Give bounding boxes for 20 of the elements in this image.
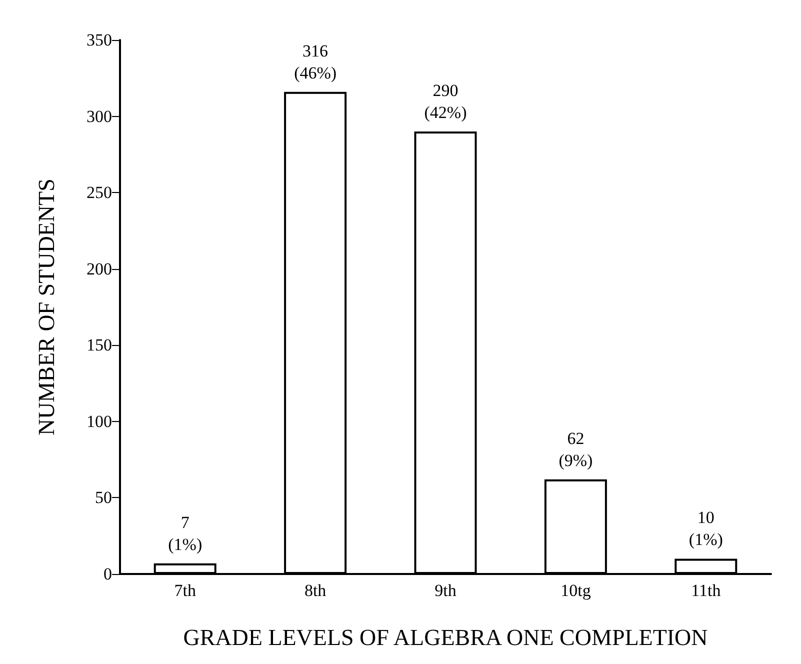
x-tick-label: 8th	[304, 581, 327, 600]
y-tick-label: 50	[95, 488, 112, 508]
y-tick-label: 350	[86, 30, 112, 50]
data-label: 316 (46%)	[294, 41, 337, 82]
x-tick-label: 10tg	[560, 581, 592, 600]
data-label: 10 (1%)	[688, 508, 723, 550]
data-label: 7 (1%)	[168, 512, 202, 554]
y-tick-label: 0	[104, 564, 112, 584]
y-tick-label: 200	[86, 259, 112, 278]
y-axis-title: NUMBER OF STUDENTS	[34, 178, 59, 436]
x-tick-label: 9th	[434, 581, 457, 600]
data-label: 62 (9%)	[558, 428, 593, 470]
y-tick-label: 300	[86, 106, 112, 126]
x-axis-title: GRADE LEVELS OF ALGEBRA ONE COMPLETION	[183, 625, 708, 650]
y-tick-label: 100	[86, 412, 112, 431]
y-tick-label: 250	[86, 183, 112, 202]
x-tick-label: 11th	[691, 581, 722, 600]
y-tick-label: 150	[86, 336, 112, 355]
x-tick-label: 7th	[174, 581, 196, 600]
data-label: 290 (42%)	[424, 81, 467, 122]
